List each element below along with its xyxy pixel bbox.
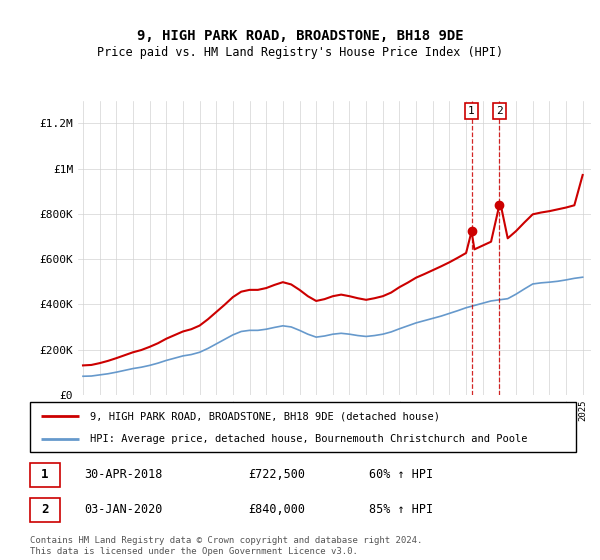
Text: 2: 2 [496, 106, 503, 116]
Text: 1: 1 [468, 106, 475, 116]
Text: 03-JAN-2020: 03-JAN-2020 [85, 503, 163, 516]
Text: 2: 2 [41, 503, 49, 516]
Text: Contains HM Land Registry data © Crown copyright and database right 2024.
This d: Contains HM Land Registry data © Crown c… [30, 536, 422, 556]
Text: 9, HIGH PARK ROAD, BROADSTONE, BH18 9DE: 9, HIGH PARK ROAD, BROADSTONE, BH18 9DE [137, 29, 463, 43]
Text: 1: 1 [41, 468, 49, 481]
Text: £722,500: £722,500 [248, 468, 305, 481]
Text: £840,000: £840,000 [248, 503, 305, 516]
Text: 60% ↑ HPI: 60% ↑ HPI [368, 468, 433, 481]
Text: 30-APR-2018: 30-APR-2018 [85, 468, 163, 481]
Text: Price paid vs. HM Land Registry's House Price Index (HPI): Price paid vs. HM Land Registry's House … [97, 46, 503, 59]
FancyBboxPatch shape [30, 402, 576, 452]
Text: HPI: Average price, detached house, Bournemouth Christchurch and Poole: HPI: Average price, detached house, Bour… [90, 435, 527, 445]
Text: 9, HIGH PARK ROAD, BROADSTONE, BH18 9DE (detached house): 9, HIGH PARK ROAD, BROADSTONE, BH18 9DE … [90, 411, 440, 421]
Text: 85% ↑ HPI: 85% ↑ HPI [368, 503, 433, 516]
FancyBboxPatch shape [30, 498, 60, 521]
FancyBboxPatch shape [30, 463, 60, 487]
